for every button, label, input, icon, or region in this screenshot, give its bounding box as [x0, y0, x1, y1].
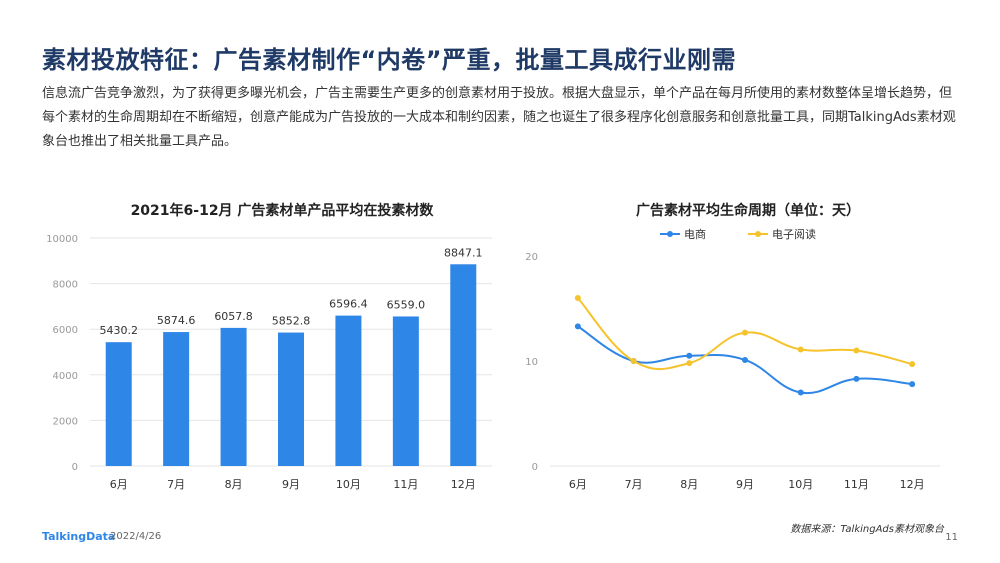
line-x-tick-label: 8月 [680, 478, 698, 491]
line-x-tick-label: 10月 [788, 478, 813, 491]
bar-data-label: 6057.8 [214, 310, 253, 323]
line-chart-title: 广告素材平均生命周期（单位：天） [636, 203, 860, 219]
bar-x-tick-label: 12月 [451, 478, 476, 491]
footer-date: 2022/4/26 [110, 531, 162, 542]
data-point [574, 323, 581, 330]
data-point [630, 358, 637, 364]
bar-y-tick-label: 0 [72, 462, 78, 473]
data-point [853, 347, 860, 354]
legend-label: 电子阅读 [772, 227, 816, 241]
bar-x-tick-label: 7月 [167, 478, 185, 491]
bar-y-tick-label: 4000 [53, 371, 78, 382]
intro-paragraph: 信息流广告竞争激烈，为了获得更多曝光机会，广告主需要生产更多的创意素材用于投放。… [42, 86, 956, 149]
data-point [797, 389, 804, 396]
bar [335, 315, 362, 466]
bar-x-tick-label: 9月 [282, 478, 300, 491]
bar-data-label: 6559.0 [387, 298, 426, 311]
legend-label: 电商 [684, 227, 706, 241]
bar [163, 332, 190, 466]
bar-y-tick-label: 2000 [53, 416, 78, 427]
bar-x-tick-label: 8月 [225, 478, 243, 491]
legend-marker [755, 231, 761, 237]
talkingdata-logo: TalkingData [42, 530, 116, 543]
bar-data-label: 8847.1 [444, 246, 483, 259]
line-x-tick-label: 12月 [900, 478, 925, 491]
line-y-tick-label: 0 [532, 462, 538, 473]
line-x-tick-label: 6月 [569, 478, 587, 491]
bar-x-tick-label: 6月 [110, 478, 128, 491]
bar [278, 332, 304, 466]
bar-x-tick-label: 10月 [336, 478, 361, 491]
bar [392, 316, 419, 466]
line-x-tick-label: 7月 [625, 478, 643, 491]
bar-y-tick-label: 6000 [53, 325, 78, 336]
page-title: 素材投放特征：广告素材制作“内卷”严重，批量工具成行业刚需 [42, 46, 737, 74]
bar-data-label: 5852.8 [272, 315, 311, 328]
bar [220, 327, 247, 466]
line-y-tick-label: 10 [525, 357, 538, 368]
data-source: 数据来源：TalkingAds素材观象台 [790, 524, 944, 535]
data-point [686, 352, 693, 359]
bar-data-label: 5430.2 [99, 324, 138, 337]
bar [105, 342, 132, 466]
bar-x-tick-label: 11月 [393, 478, 418, 491]
page-number: 11 [945, 532, 958, 543]
line-x-tick-label: 9月 [736, 478, 754, 491]
line-x-tick-label: 11月 [844, 478, 869, 491]
bar-data-label: 6596.4 [329, 298, 368, 311]
legend-marker [667, 231, 673, 237]
bar-y-tick-label: 10000 [46, 234, 78, 245]
data-point [909, 381, 916, 388]
bar-data-label: 5874.6 [157, 314, 196, 327]
data-point [742, 329, 748, 336]
data-point [797, 346, 804, 353]
data-point [909, 361, 916, 368]
data-point [853, 375, 860, 382]
data-point [574, 295, 581, 301]
bar [450, 264, 477, 466]
line-y-tick-label: 20 [525, 252, 538, 263]
data-point [742, 356, 748, 363]
bar-chart-title: 2021年6-12月 广告素材单产品平均在投素材数 [130, 203, 434, 219]
bar-y-tick-label: 8000 [53, 280, 78, 291]
data-point [686, 360, 693, 367]
